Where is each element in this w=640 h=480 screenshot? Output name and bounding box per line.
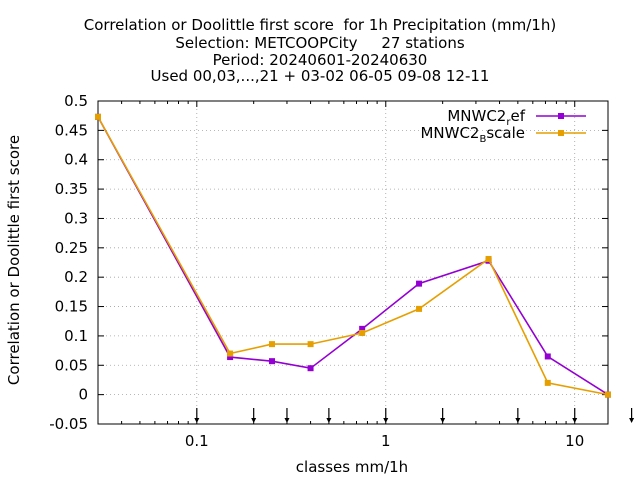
data-point bbox=[544, 379, 551, 386]
data-point bbox=[359, 329, 366, 336]
data-point bbox=[485, 255, 492, 262]
class-marker-arrow bbox=[572, 418, 578, 423]
series-1 bbox=[95, 113, 611, 398]
data-point bbox=[95, 113, 101, 120]
y-tick-label: 0.35 bbox=[55, 180, 88, 198]
class-marker-arrow bbox=[251, 418, 257, 423]
data-point bbox=[307, 341, 314, 348]
data-point bbox=[544, 353, 551, 360]
y-tick-label: 0.2 bbox=[64, 268, 88, 286]
x-axis-label: classes mm/1h bbox=[295, 458, 409, 476]
legend-label: MNWC2ref bbox=[447, 107, 525, 128]
data-point bbox=[268, 341, 275, 348]
class-marker-arrow bbox=[194, 418, 200, 423]
legend-label-sub: B bbox=[479, 134, 486, 145]
legend-entry-1: MNWC2ref bbox=[447, 107, 586, 128]
legend-label-tail: scale bbox=[486, 124, 525, 142]
x-tick-label: 0.1 bbox=[185, 432, 209, 450]
plot-border bbox=[97, 100, 609, 425]
y-tick-label: 0.15 bbox=[55, 298, 88, 316]
y-tick-label: 0.5 bbox=[64, 92, 88, 110]
legend-label: MNWC2Bscale bbox=[420, 124, 525, 145]
title-line-3: Period: 20240601-20240630 bbox=[212, 51, 428, 69]
x-tick-label: 10 bbox=[565, 432, 584, 450]
class-marker-arrow bbox=[284, 418, 290, 423]
legend-label-main: MNWC2 bbox=[447, 107, 506, 125]
x-tick-label: 1 bbox=[381, 432, 391, 450]
legend-label-main: MNWC2 bbox=[420, 124, 479, 142]
y-tick-label: 0 bbox=[78, 386, 88, 404]
data-point bbox=[416, 280, 423, 287]
legend-marker bbox=[558, 130, 564, 136]
legend-label-tail: ef bbox=[510, 107, 525, 125]
plot-frame bbox=[97, 100, 609, 425]
series bbox=[95, 113, 611, 398]
class-marker-arrow bbox=[383, 418, 389, 423]
data-point bbox=[416, 305, 423, 312]
y-tick-label: 0.3 bbox=[64, 209, 88, 227]
title-line-1: Correlation or Doolittle first score for… bbox=[83, 16, 557, 34]
class-markers bbox=[194, 408, 635, 423]
class-marker-arrow bbox=[515, 418, 521, 423]
y-tick-label: -0.05 bbox=[49, 415, 88, 433]
series-2 bbox=[95, 113, 611, 398]
class-marker-arrow bbox=[629, 418, 635, 423]
data-point bbox=[268, 358, 275, 365]
legend-label-sub: r bbox=[506, 117, 511, 128]
y-tick-label: 0.1 bbox=[64, 327, 88, 345]
data-point bbox=[605, 391, 611, 398]
data-point bbox=[227, 354, 234, 361]
data-point bbox=[359, 325, 366, 332]
legend-entry-2: MNWC2Bscale bbox=[420, 124, 586, 145]
series-line bbox=[97, 116, 609, 396]
y-tick-label: 0.25 bbox=[55, 239, 88, 257]
axis-ticks: -0.05 0 0.05 0.1 0.15 0.2 0.25 0.3 0.35 0.4 0.45 0.… bbox=[49, 92, 608, 450]
class-marker-arrow bbox=[326, 418, 332, 423]
data-point bbox=[227, 350, 234, 357]
class-marker-arrow bbox=[440, 418, 446, 423]
y-tick-label: 0.05 bbox=[55, 356, 88, 374]
legend-marker bbox=[558, 113, 564, 119]
title-line-4: Used 00,03,...,21 + 03-02 06-05 09-08 12… bbox=[150, 67, 490, 85]
y-tick-label: 0.45 bbox=[55, 121, 88, 139]
grid bbox=[98, 101, 608, 424]
data-point bbox=[307, 365, 314, 372]
y-tick-label: 0.4 bbox=[64, 151, 88, 169]
title-line-2: Selection: METCOOPCity 27 stations bbox=[175, 34, 465, 52]
